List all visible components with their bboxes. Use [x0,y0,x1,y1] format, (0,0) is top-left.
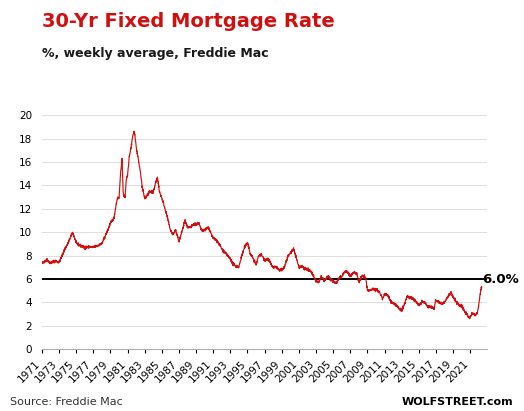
Text: %, weekly average, Freddie Mac: %, weekly average, Freddie Mac [42,47,268,60]
Text: 30-Yr Fixed Mortgage Rate: 30-Yr Fixed Mortgage Rate [42,12,335,31]
Text: WOLFSTREET.com: WOLFSTREET.com [402,397,514,407]
Text: 6.0%: 6.0% [483,272,519,286]
Text: Source: Freddie Mac: Source: Freddie Mac [10,397,123,407]
